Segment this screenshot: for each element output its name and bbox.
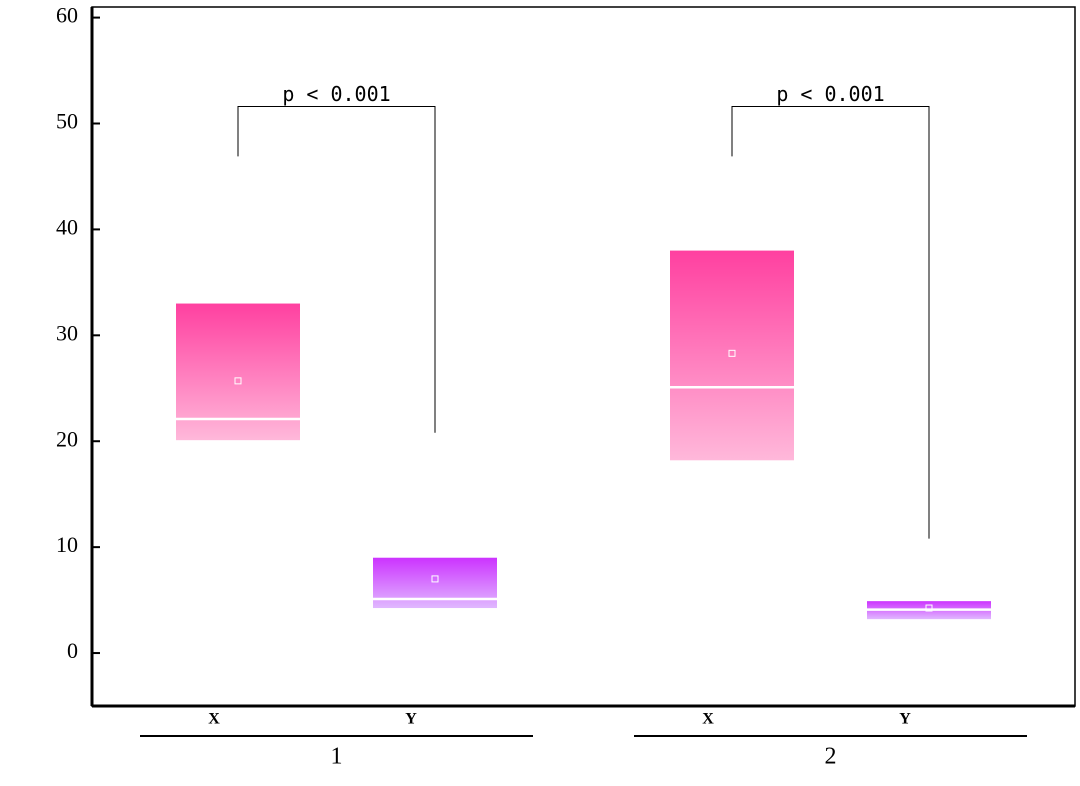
mean-marker xyxy=(728,349,736,357)
x-tick-label: Y xyxy=(899,711,911,728)
x-tick-label: Y xyxy=(405,711,417,728)
x-tick-label: X xyxy=(702,711,714,728)
y-tick-label: 40 xyxy=(56,214,78,239)
box xyxy=(373,557,497,609)
y-tick-label: 20 xyxy=(56,426,78,451)
significance-label: p < 0.001 xyxy=(776,82,884,106)
mean-marker xyxy=(925,604,933,612)
significance-bracket xyxy=(731,106,930,539)
significance-label: p < 0.001 xyxy=(282,82,390,106)
mean-marker xyxy=(234,377,242,385)
group-label: 1 xyxy=(331,744,343,770)
y-tick-label: 50 xyxy=(56,109,78,134)
y-tick-label: 60 xyxy=(56,3,78,28)
significance-bracket xyxy=(237,106,436,433)
y-tick-label: 0 xyxy=(67,638,78,663)
box xyxy=(176,303,300,441)
mean-marker xyxy=(431,575,439,583)
x-tick-label: X xyxy=(208,711,220,728)
y-tick-label: 10 xyxy=(56,532,78,557)
y-tick-label: 30 xyxy=(56,320,78,345)
box xyxy=(670,250,794,461)
group-label: 2 xyxy=(825,744,837,770)
